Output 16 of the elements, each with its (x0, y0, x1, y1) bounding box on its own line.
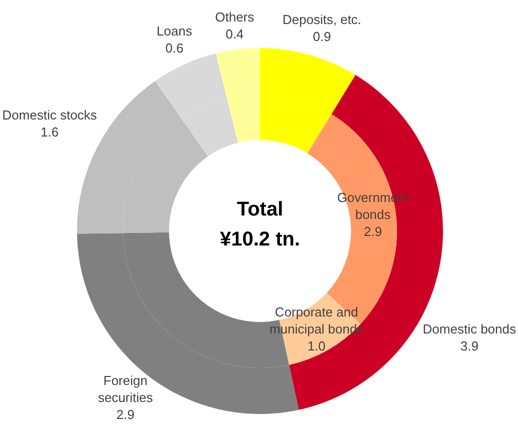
slice-label: Deposits, etc. (282, 12, 362, 27)
data-label: 2.9 (364, 224, 382, 239)
data-label: 1.0 (307, 338, 326, 354)
slice-label: Loans (156, 24, 193, 39)
slice-label: Foreign securities (98, 373, 154, 406)
text: ¥10.2 tn. (220, 228, 300, 251)
slice-label: Domestic bonds (422, 321, 516, 336)
slice-label: Domestic stocks (2, 107, 98, 122)
data-label: 0.9 (312, 28, 331, 44)
slice-label: Others (215, 10, 255, 25)
text: Total (236, 198, 284, 221)
data-label: 0.6 (165, 40, 184, 56)
data-label: 2.9 (116, 407, 134, 422)
data-label: 1.6 (40, 124, 59, 140)
data-label: 3.9 (460, 338, 478, 354)
data-label: 0.4 (226, 26, 244, 42)
